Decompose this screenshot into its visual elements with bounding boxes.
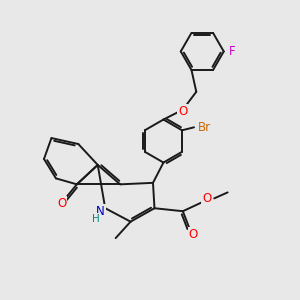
Text: F: F: [229, 45, 236, 58]
Text: O: O: [202, 192, 212, 205]
Text: O: O: [57, 197, 67, 210]
Text: O: O: [178, 105, 188, 118]
Text: O: O: [189, 228, 198, 241]
Text: Br: Br: [198, 121, 211, 134]
Text: N: N: [96, 205, 105, 218]
Text: H: H: [92, 214, 100, 224]
